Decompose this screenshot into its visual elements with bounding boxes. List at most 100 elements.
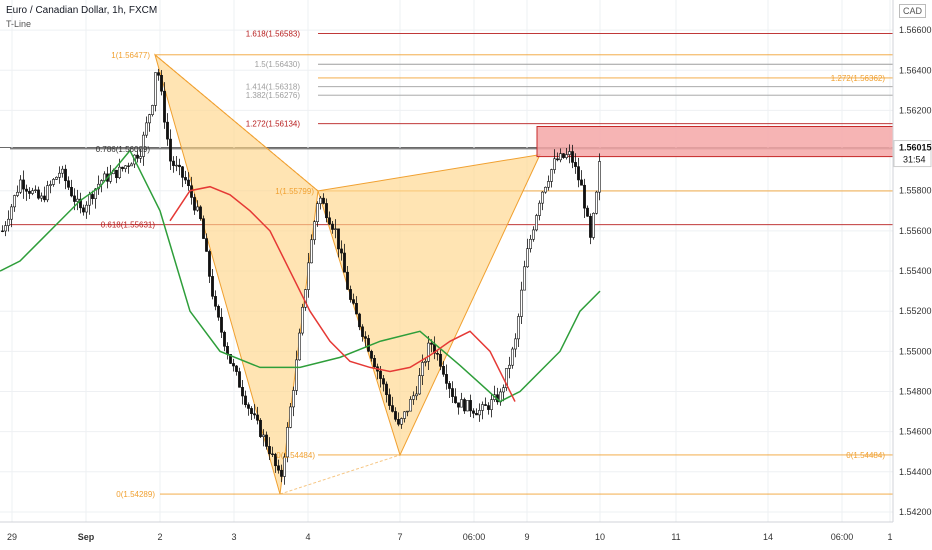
candle-body [403,411,406,419]
candle-body [274,453,277,467]
time-tick-label: 9 [524,532,529,542]
candle-body [268,446,271,455]
prz-rect [536,125,894,158]
candle-body [508,364,511,369]
candle-body [559,153,562,161]
fib-labels: 1.618(1.56583) 1(1.56477) 1.5(1.56430) 1.27… [96,30,886,500]
candle-body [325,203,328,219]
candle-body [217,305,220,318]
candle-body [70,187,73,197]
candle-body [244,395,247,406]
candle-body [238,371,241,388]
candle-body [286,427,289,458]
candle-body [439,353,442,367]
indicator-label[interactable]: T-Line [6,19,32,29]
candle-body [565,154,568,158]
time-tick-label: Sep [78,532,95,542]
fib-levels [10,33,893,495]
candle-body [226,346,229,355]
candle-body [199,206,202,220]
price-tick-label: 1.55800 [899,186,932,196]
candle-body [580,179,583,186]
candle-body [115,169,118,178]
candle-body [37,189,40,199]
candle-body [223,331,226,347]
price-axis: 1.56600 1.56400 1.56200 1.55800 1.55600 1.554… [892,0,932,550]
candle-body [385,383,388,396]
fib-label: 1.414(1.56318) [246,83,301,92]
candle-body [532,229,535,240]
candle-body [43,195,46,201]
candle-body [121,166,124,170]
candle-body [196,206,199,211]
candle-body [541,191,544,204]
candle-body [550,169,553,182]
candle-body [184,177,187,181]
candle-body [13,195,16,208]
fib-label: 1.5(1.56430) [255,60,301,69]
candle-body [118,166,121,178]
candle-body [577,166,580,181]
ma-fast-line [169,185,516,402]
chart-title: Euro / Canadian Dollar, 1h, FXCM [6,5,158,16]
candle-body [202,218,205,239]
candle-body [73,195,76,202]
candle-body [523,266,526,291]
candle-body [160,74,163,92]
prz-zone [536,125,894,158]
candle-body [481,404,484,411]
candle-body [166,121,169,140]
price-tick-label: 1.55400 [899,266,932,276]
candle-body [466,400,469,412]
countdown-label: 31:54 [903,155,926,165]
candle-body [463,399,466,412]
candle-body [544,186,547,193]
candle-body [190,185,193,198]
candle-body [352,299,355,304]
candle-body [478,410,481,416]
ma-slow-line [0,149,601,403]
candle-body [391,405,394,412]
candle-body [277,465,280,471]
candle-body [91,194,94,199]
candle-body [64,168,67,182]
candle-body [211,276,214,297]
candle-body [469,400,472,412]
candle-body [76,198,79,202]
candle-body [193,197,196,211]
candle-body [364,336,367,339]
candle-body [148,114,151,124]
time-tick-label: 14 [763,532,773,542]
candle-body [334,228,337,230]
candle-body [175,164,178,167]
harmonic-triangle-cde [317,153,541,457]
time-tick-label: 10 [595,532,605,542]
fib-label: 1.382(1.56276) [246,91,301,100]
candle-body [589,215,592,238]
candle-body [4,225,7,232]
fib-label: 0.618(1.55631) [101,221,156,230]
candle-body [319,197,322,204]
candle-body [445,374,448,384]
candle-body [472,410,475,414]
candle-body [517,316,520,340]
candle-body [421,362,424,376]
candle-body [448,383,451,389]
harmonic-pattern [154,53,541,495]
candle-body [511,348,514,366]
candle-body [298,332,301,361]
candle-body [487,405,490,410]
candle-body [337,228,340,250]
currency-badge[interactable]: CAD [898,4,926,18]
candle-body [142,134,145,157]
candle-body [94,188,97,199]
candle-body [316,203,319,222]
candle-body [52,179,55,185]
candle-body [379,370,382,379]
candle-body [406,410,409,413]
candle-body [583,184,586,209]
candle-body [502,387,505,393]
fib-label: 1(1.55799) [275,187,314,196]
fib-label: 0(1.54289) [116,490,155,499]
